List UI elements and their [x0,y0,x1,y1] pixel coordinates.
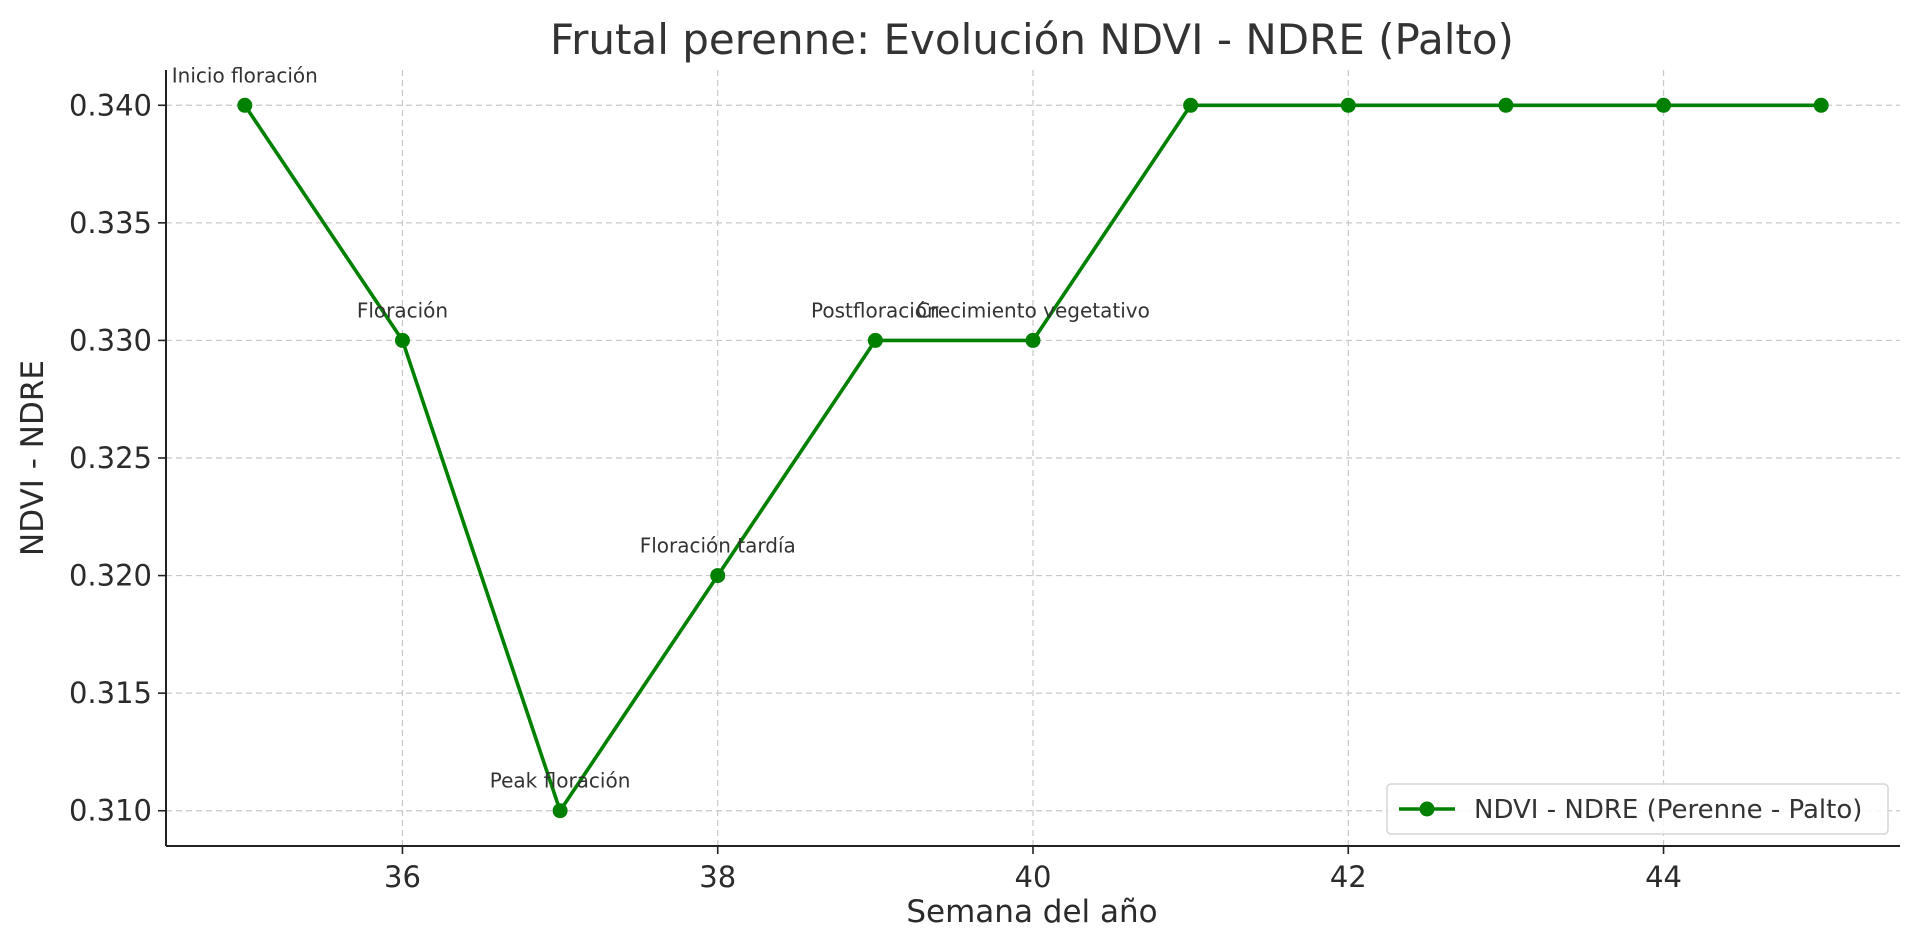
data-point [1498,97,1514,113]
legend-marker-swatch [1419,801,1435,817]
y-tick-label: 0.315 [69,676,152,710]
annotation-label: Postfloración [811,298,940,322]
x-tick-label: 36 [384,860,421,894]
x-tick-label: 44 [1645,860,1682,894]
data-point [1813,97,1829,113]
x-axis-title: Semana del año [906,894,1157,930]
legend: NDVI - NDRE (Perenne - Palto) [1386,783,1889,835]
legend-box [1386,783,1889,835]
y-axis-ticks: 0.310 0.315 0.320 0.325 0.330 0.335 0.340 [69,88,166,828]
annotation-label: Peak floración [490,769,631,793]
series-layer [237,97,1829,819]
y-tick-label: 0.325 [69,441,152,475]
data-point [1340,97,1356,113]
x-tick-label: 40 [1015,860,1052,894]
legend-label: NDVI - NDRE (Perenne - Palto) [1474,795,1862,825]
data-point [1656,97,1672,113]
annotation-label: Inicio floración [172,63,318,87]
y-tick-label: 0.320 [69,559,152,593]
chart-title: Frutal perenne: Evolución NDVI - NDRE (P… [550,15,1514,64]
annotations: Inicio floración Floración Peak floración F… [172,63,1150,792]
x-tick-label: 42 [1330,860,1367,894]
grid [166,70,1900,846]
data-point [1025,332,1041,348]
annotation-label: Floración [357,298,448,322]
annotation-label: Floración tardía [640,534,796,558]
y-tick-label: 0.330 [69,323,152,357]
annotation-label: Crecimiento vegetativo [916,298,1150,322]
y-axis-title: NDVI - NDRE [15,360,51,556]
y-tick-label: 0.335 [69,206,152,240]
y-tick-label: 0.310 [69,794,152,828]
data-point [710,568,726,584]
x-axis-ticks: 36 38 40 42 44 [384,846,1682,894]
x-tick-label: 38 [699,860,736,894]
data-point [1183,97,1199,113]
data-point [552,803,568,819]
data-point [394,332,410,348]
data-point [237,97,253,113]
data-point [867,332,883,348]
y-tick-label: 0.340 [69,88,152,122]
